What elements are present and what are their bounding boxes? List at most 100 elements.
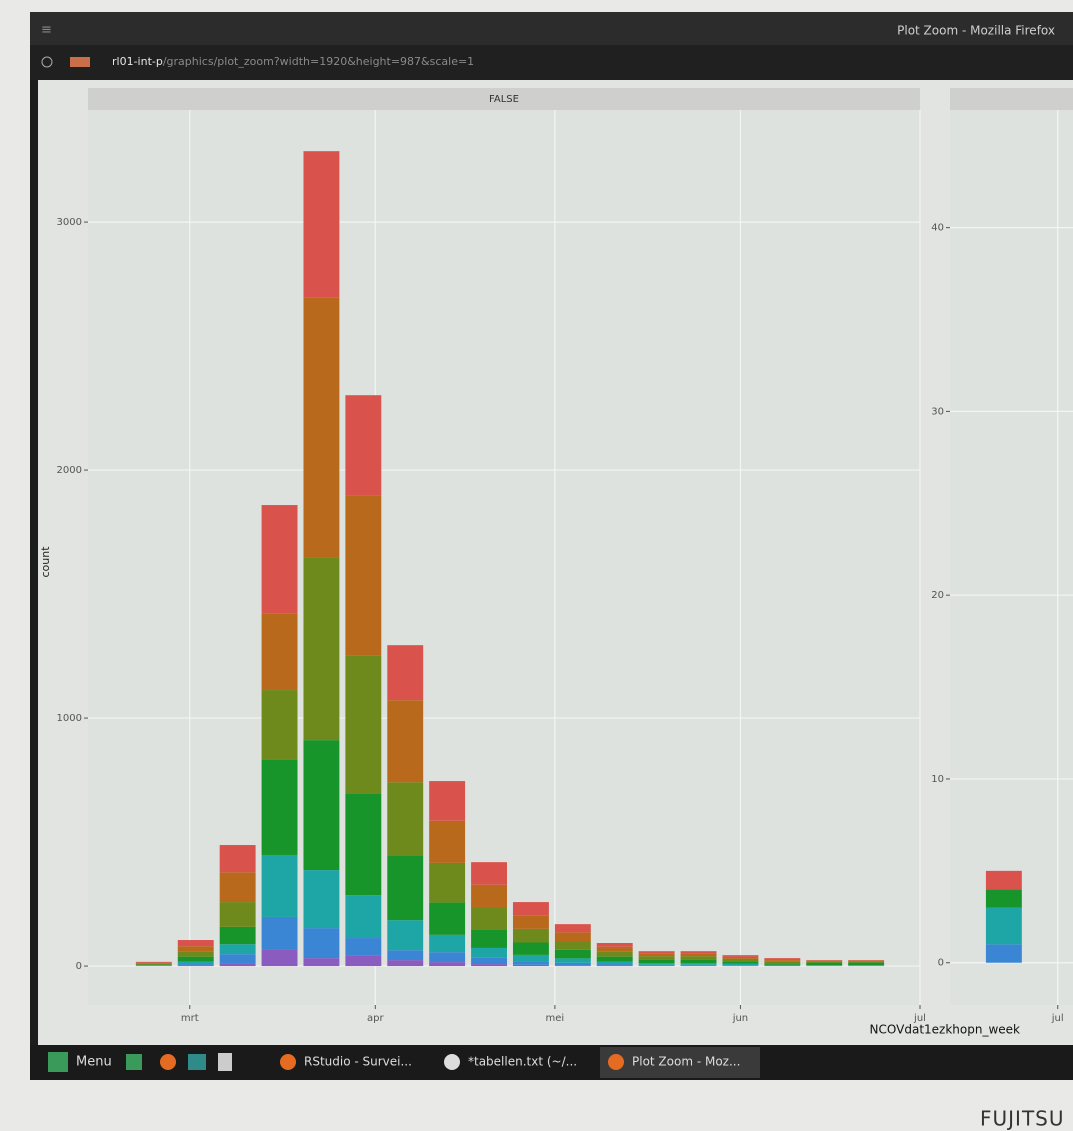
bar-segment [722, 958, 759, 962]
url-path[interactable]: /graphics/plot_zoom?width=1920&height=98… [163, 55, 474, 68]
bar-segment [177, 961, 214, 965]
bar-segment [554, 941, 591, 950]
bar-segment [219, 872, 256, 903]
bar-segment [722, 961, 759, 964]
y-tick-label: 40 [931, 223, 944, 234]
bar-segment [722, 955, 759, 957]
x-tick-label: mrt [181, 1013, 199, 1024]
bar-segment [512, 942, 549, 955]
bar-segment [261, 854, 298, 917]
bar-segment [345, 955, 382, 967]
task-icon [608, 1054, 624, 1070]
bar-segment [303, 870, 340, 929]
shield-icon[interactable] [41, 56, 53, 68]
menu-icon[interactable] [48, 1052, 68, 1072]
x-tick-label: jul [1051, 1013, 1064, 1024]
window-title: Plot Zoom - Mozilla Firefox [897, 24, 1055, 38]
task-icon [444, 1054, 460, 1070]
y-tick-label: 0 [76, 961, 82, 972]
task-icon [280, 1054, 296, 1070]
bar-segment [764, 958, 801, 961]
url-bar [30, 45, 1073, 80]
bar-segment [303, 958, 340, 967]
bar-segment [387, 920, 424, 951]
bar-segment [985, 870, 1022, 890]
bar-segment [848, 961, 885, 963]
y-tick-label: 20 [931, 590, 944, 601]
bar-segment [429, 934, 466, 953]
firefox-icon[interactable] [160, 1054, 176, 1070]
bar-segment [387, 950, 424, 961]
y-tick-label: 30 [931, 406, 944, 417]
bar-segment [680, 951, 717, 954]
bar-segment [387, 782, 424, 856]
bar-segment [261, 505, 298, 614]
permissions-icon[interactable] [70, 57, 90, 67]
bar-segment [345, 938, 382, 956]
bar-segment [722, 965, 759, 966]
bar-segment [471, 907, 507, 930]
app-icon[interactable] [188, 1054, 206, 1070]
task-item[interactable]: Plot Zoom - Moz... [632, 1055, 740, 1069]
bar-segment [303, 151, 340, 298]
bar-segment [512, 902, 549, 916]
bar-segment [848, 962, 885, 966]
bar-segment [429, 952, 466, 963]
bar-segment [429, 902, 466, 935]
bar-segment [387, 645, 424, 701]
bar-segment [177, 946, 214, 952]
facet-label: FALSE [489, 94, 519, 105]
bar-segment [387, 700, 424, 783]
bar-segment [985, 889, 1022, 908]
bar-segment [135, 962, 172, 964]
url-host[interactable]: rl01-int-p [112, 55, 163, 68]
bar-segment [261, 690, 298, 760]
bar-segment [764, 964, 801, 966]
bar-segment [638, 956, 675, 960]
bar-segment [848, 960, 885, 962]
bar-segment [471, 884, 507, 908]
y-tick-label: 1000 [57, 713, 82, 724]
bar-segment [985, 907, 1022, 945]
bar-segment [806, 965, 843, 966]
bar-segment [554, 962, 591, 966]
bar-segment [638, 953, 675, 957]
bar-segment [345, 395, 382, 496]
bar-segment [512, 928, 549, 943]
bar-segment [471, 929, 507, 948]
taskbar-menu[interactable]: Menu [76, 1055, 112, 1070]
panel-background [950, 110, 1073, 1005]
bar-segment [261, 759, 298, 855]
bar-segment [806, 962, 843, 966]
bar-segment [135, 961, 172, 963]
y-axis-title: count [39, 546, 52, 578]
x-tick-label: apr [367, 1013, 384, 1024]
bar-segment [261, 613, 298, 691]
bar-segment [764, 963, 801, 965]
x-tick-label: jun [732, 1013, 748, 1024]
bar-segment [303, 928, 340, 959]
app-icon[interactable] [126, 1054, 142, 1070]
bar-segment [596, 951, 633, 957]
window-menu-icon[interactable]: ≡ [41, 23, 52, 38]
bar-segment [471, 957, 507, 965]
bar-segment [219, 902, 256, 927]
task-item[interactable]: *tabellen.txt (~/... [468, 1055, 577, 1069]
panel: 0 10 20 30 40 jul [931, 110, 1073, 1024]
bar-segment [471, 862, 507, 885]
bar-segment [596, 943, 633, 947]
bar-segment [596, 956, 633, 962]
bar-segment [985, 944, 1022, 963]
editor-icon[interactable] [218, 1053, 232, 1071]
bar-segment [638, 963, 675, 965]
bar-segment [764, 960, 801, 962]
bar-segment [387, 960, 424, 967]
bar-segment [219, 926, 256, 945]
bar-segment [680, 963, 717, 965]
y-tick-label: 0 [938, 958, 944, 969]
bar-segment [177, 951, 214, 957]
bar-segment [219, 954, 256, 964]
bar-segment [177, 940, 214, 947]
task-item[interactable]: RStudio - Survei... [304, 1055, 412, 1069]
facet-strip [88, 88, 920, 110]
